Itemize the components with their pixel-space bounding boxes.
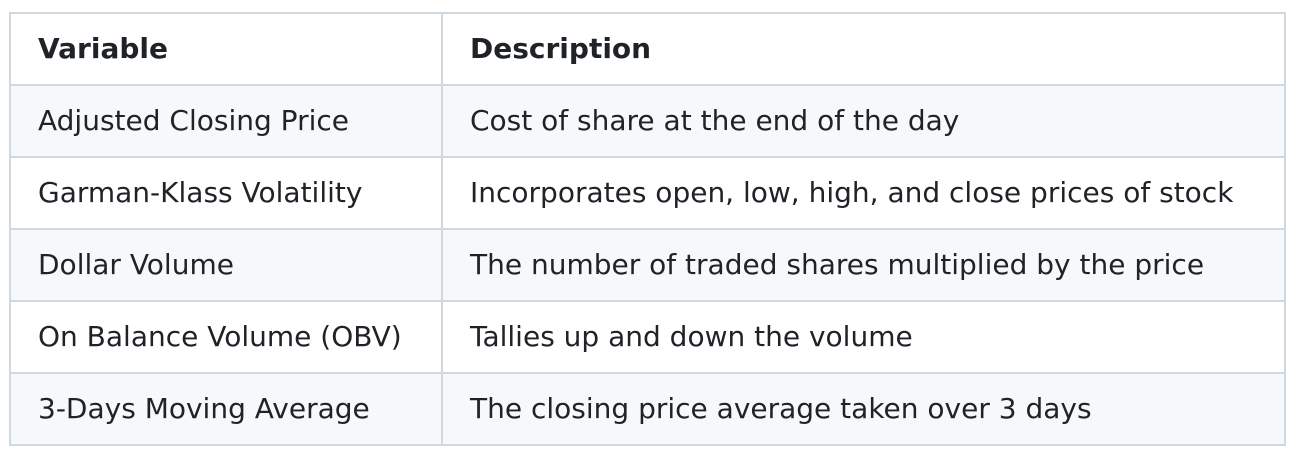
- table-row: 3-Days Moving Average The closing price …: [9, 372, 1286, 446]
- header-row: Variable Description: [9, 12, 1286, 86]
- variable-cell: Adjusted Closing Price: [9, 84, 443, 158]
- description-cell: Incorporates open, low, high, and close …: [441, 156, 1286, 230]
- table-row: Garman-Klass Volatility Incorporates ope…: [9, 156, 1286, 230]
- description-cell: Tallies up and down the volume: [441, 300, 1286, 374]
- variables-table: Variable Description Adjusted Closing Pr…: [9, 12, 1286, 446]
- description-cell: Cost of share at the end of the day: [441, 84, 1286, 158]
- variable-cell: Garman-Klass Volatility: [9, 156, 443, 230]
- table-row: On Balance Volume (OBV) Tallies up and d…: [9, 300, 1286, 374]
- description-cell: The closing price average taken over 3 d…: [441, 372, 1286, 446]
- description-cell: The number of traded shares multiplied b…: [441, 228, 1286, 302]
- table-row: Adjusted Closing Price Cost of share at …: [9, 84, 1286, 158]
- variable-cell: 3-Days Moving Average: [9, 372, 443, 446]
- variable-cell: On Balance Volume (OBV): [9, 300, 443, 374]
- table-row: Dollar Volume The number of traded share…: [9, 228, 1286, 302]
- header-variable: Variable: [9, 12, 443, 86]
- header-description: Description: [441, 12, 1286, 86]
- variable-cell: Dollar Volume: [9, 228, 443, 302]
- table-body: Adjusted Closing Price Cost of share at …: [9, 84, 1286, 446]
- table-header: Variable Description: [9, 12, 1286, 86]
